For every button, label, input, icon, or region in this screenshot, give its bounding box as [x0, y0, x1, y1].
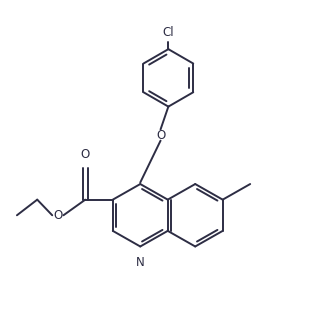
Text: O: O [156, 129, 165, 141]
Text: O: O [81, 148, 90, 161]
Text: O: O [53, 209, 62, 222]
Text: Cl: Cl [162, 26, 174, 39]
Text: N: N [136, 256, 145, 269]
